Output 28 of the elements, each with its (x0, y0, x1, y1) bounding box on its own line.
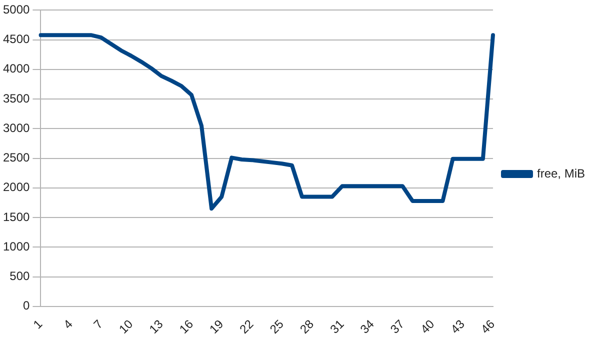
y-tick-label: 2000 (2, 180, 30, 194)
y-tick-label: 3500 (2, 91, 30, 106)
x-tick-label: 46 (478, 316, 498, 336)
y-tick-label: 0 (23, 298, 30, 313)
x-tick-label: 37 (388, 316, 408, 336)
x-tick-label: 25 (267, 316, 287, 336)
x-tick-label: 43 (448, 316, 468, 336)
x-tick-label: 40 (418, 316, 438, 336)
x-tick-label: 31 (327, 316, 347, 336)
x-tick-label: 34 (357, 316, 378, 336)
y-tick-label: 500 (10, 269, 30, 284)
y-tick-label: 3000 (2, 120, 30, 135)
x-tick-label: 16 (176, 316, 196, 336)
legend-label: free, MiB (536, 166, 586, 180)
x-tick-label: 19 (206, 316, 226, 336)
y-tick-label: 5000 (2, 2, 30, 17)
y-tick-label: 2500 (2, 150, 30, 165)
y-tick-label: 1000 (2, 239, 30, 254)
x-tick-label: 4 (60, 316, 76, 332)
x-tick-label: 10 (116, 316, 136, 336)
y-tick-label: 4500 (2, 32, 30, 46)
x-tick-label: 13 (146, 316, 166, 336)
x-tick-label: 7 (90, 316, 106, 332)
x-tick-label: 1 (30, 316, 46, 332)
x-tick-label: 22 (236, 316, 256, 336)
y-tick-label: 4000 (2, 62, 30, 76)
x-tick-label: 28 (297, 316, 317, 336)
y-tick-label: 1500 (2, 210, 30, 224)
